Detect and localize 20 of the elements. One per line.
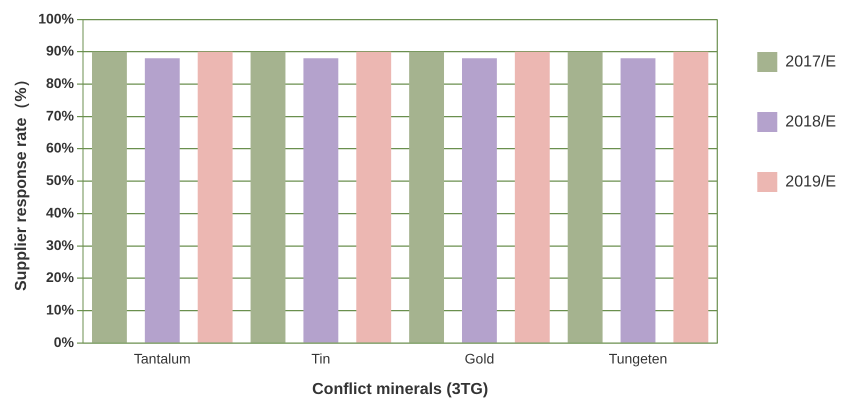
y-tick-label: 40% bbox=[46, 204, 75, 220]
x-tick-label: Tungeten bbox=[608, 350, 668, 366]
y-tick-label: 80% bbox=[46, 74, 75, 91]
x-tick-label: Gold bbox=[464, 350, 494, 366]
legend-label: 2019/E bbox=[785, 173, 836, 190]
y-tick-label: 90% bbox=[46, 42, 75, 59]
x-tick-label: Tin bbox=[311, 350, 330, 366]
y-tick-label: 20% bbox=[46, 269, 75, 286]
y-tick-label: 10% bbox=[46, 302, 75, 318]
y-tick-label: 50% bbox=[46, 172, 75, 188]
y-axis-title: Supplier response rate（%） bbox=[13, 71, 30, 292]
y-tick-label: 100% bbox=[38, 10, 75, 26]
x-tick-label: Tantalum bbox=[134, 350, 191, 366]
y-tick-label: 70% bbox=[46, 107, 75, 124]
legend-label: 2017/E bbox=[785, 53, 836, 70]
x-axis-title: Conflict minerals (3TG) bbox=[312, 380, 488, 398]
legend-label: 2018/E bbox=[785, 113, 836, 130]
y-tick-label: 60% bbox=[46, 140, 75, 156]
y-tick-label: 0% bbox=[54, 334, 75, 350]
y-tick-label: 30% bbox=[46, 236, 75, 253]
